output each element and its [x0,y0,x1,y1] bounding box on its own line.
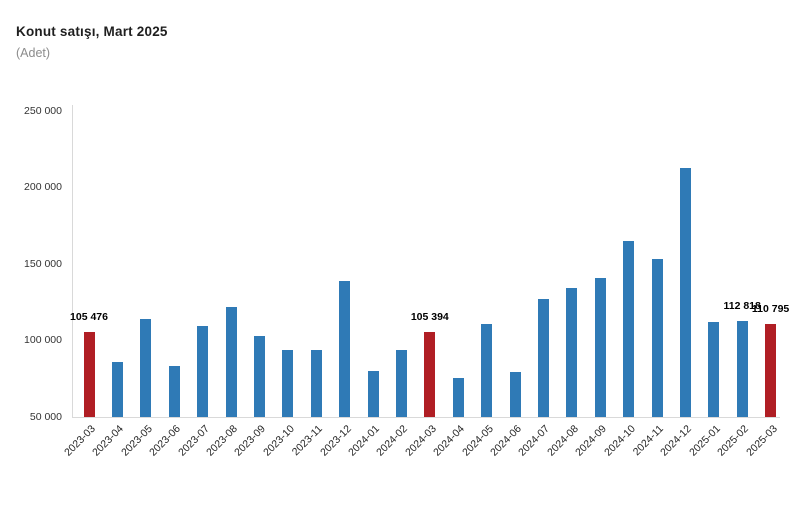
bar-2023-06 [168,365,180,417]
chart-title: Konut satışı, Mart 2025 [16,24,168,39]
bar-2024-10 [623,240,635,417]
bar-2024-03 [424,332,436,417]
bar-2023-10 [282,350,294,417]
bar-2023-08 [225,306,237,417]
x-axis-line [72,417,780,418]
bar-2025-01 [708,321,720,417]
bar-2024-05 [481,324,493,417]
y-tick-label: 150 000 [24,257,62,270]
bar-2023-07 [197,325,209,417]
bar-2023-05 [140,319,152,417]
bar-2025-02 [736,320,748,417]
y-tick-label: 200 000 [24,181,62,193]
bar-2024-01 [367,370,379,417]
bar-2023-09 [253,336,265,417]
data-label-2023-03: 105 476 [70,311,108,324]
y-tick-label: 50 000 [29,410,62,423]
bar-2024-12 [679,168,691,417]
bar-2025-03 [765,323,777,417]
bar-2024-08 [566,288,578,417]
bar-2024-04 [452,377,464,417]
bar-2024-07 [537,299,549,417]
data-label-2025-03: 110 795 [751,302,790,315]
chart-subtitle: (Adet) [16,46,51,60]
bar-2024-02 [395,349,407,417]
bar-2023-12 [339,281,351,417]
y-axis-line [72,105,73,418]
data-label-2024-03: 105 394 [410,311,449,324]
data-label-2025-02: 112 818 [723,299,761,312]
bar-2024-09 [594,277,606,417]
bar-2023-11 [310,350,322,417]
bar-2023-04 [111,362,123,417]
bar-2024-06 [509,372,521,417]
y-tick-label: 100 000 [24,334,62,346]
y-tick-label: 250 000 [24,104,62,117]
bar-2023-03 [83,332,95,417]
bar-2024-11 [651,259,663,417]
